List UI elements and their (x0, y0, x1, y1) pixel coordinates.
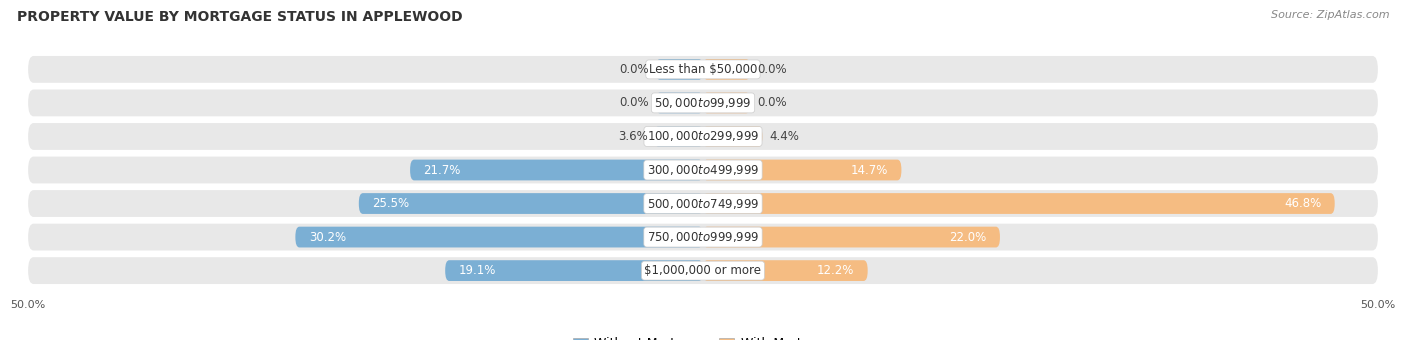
Text: 0.0%: 0.0% (756, 97, 786, 109)
FancyBboxPatch shape (703, 159, 901, 181)
Text: Less than $50,000: Less than $50,000 (648, 63, 758, 76)
Text: 30.2%: 30.2% (309, 231, 346, 243)
Text: $500,000 to $749,999: $500,000 to $749,999 (647, 197, 759, 210)
FancyBboxPatch shape (359, 193, 703, 214)
Text: Source: ZipAtlas.com: Source: ZipAtlas.com (1271, 10, 1389, 20)
Text: 22.0%: 22.0% (949, 231, 987, 243)
FancyBboxPatch shape (655, 92, 703, 113)
FancyBboxPatch shape (655, 59, 703, 80)
FancyBboxPatch shape (28, 123, 1378, 150)
FancyBboxPatch shape (703, 260, 868, 281)
Text: 25.5%: 25.5% (373, 197, 409, 210)
Text: 12.2%: 12.2% (817, 264, 855, 277)
Legend: Without Mortgage, With Mortgage: Without Mortgage, With Mortgage (568, 332, 838, 340)
Text: 14.7%: 14.7% (851, 164, 889, 176)
FancyBboxPatch shape (703, 193, 1334, 214)
FancyBboxPatch shape (411, 159, 703, 181)
Text: 4.4%: 4.4% (769, 130, 799, 143)
FancyBboxPatch shape (28, 224, 1378, 251)
Text: $50,000 to $99,999: $50,000 to $99,999 (654, 96, 752, 110)
FancyBboxPatch shape (28, 89, 1378, 116)
FancyBboxPatch shape (28, 190, 1378, 217)
Text: 3.6%: 3.6% (617, 130, 648, 143)
FancyBboxPatch shape (28, 56, 1378, 83)
Text: 0.0%: 0.0% (756, 63, 786, 76)
FancyBboxPatch shape (703, 126, 762, 147)
Text: 46.8%: 46.8% (1284, 197, 1322, 210)
Text: $1,000,000 or more: $1,000,000 or more (644, 264, 762, 277)
Text: 0.0%: 0.0% (620, 97, 650, 109)
FancyBboxPatch shape (703, 227, 1000, 248)
FancyBboxPatch shape (654, 126, 703, 147)
Text: $750,000 to $999,999: $750,000 to $999,999 (647, 230, 759, 244)
Text: $300,000 to $499,999: $300,000 to $499,999 (647, 163, 759, 177)
FancyBboxPatch shape (446, 260, 703, 281)
FancyBboxPatch shape (28, 157, 1378, 183)
FancyBboxPatch shape (703, 92, 751, 113)
Text: $100,000 to $299,999: $100,000 to $299,999 (647, 130, 759, 143)
Text: PROPERTY VALUE BY MORTGAGE STATUS IN APPLEWOOD: PROPERTY VALUE BY MORTGAGE STATUS IN APP… (17, 10, 463, 24)
Text: 19.1%: 19.1% (458, 264, 496, 277)
FancyBboxPatch shape (703, 59, 751, 80)
FancyBboxPatch shape (28, 257, 1378, 284)
FancyBboxPatch shape (295, 227, 703, 248)
Text: 21.7%: 21.7% (423, 164, 461, 176)
Text: 0.0%: 0.0% (620, 63, 650, 76)
